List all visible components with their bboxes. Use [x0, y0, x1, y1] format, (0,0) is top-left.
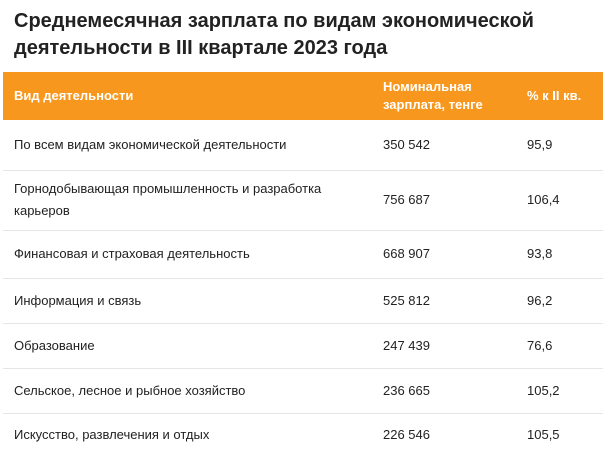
- table-cell: 106,4: [516, 170, 603, 231]
- table-cell: 96,2: [516, 278, 603, 324]
- header-row: Вид деятельности Номинальная зарплата, те…: [3, 72, 603, 120]
- table-cell: Искусство, развлечения и отдых: [3, 413, 372, 453]
- header-cell: Номинальная зарплата, тенге: [372, 72, 516, 120]
- table-cell: 247 439: [372, 323, 516, 369]
- table-header: Вид деятельности Номинальная зарплата, те…: [3, 72, 603, 120]
- table-row: Финансовая и страховая деятельность 668 9…: [3, 230, 603, 279]
- table-cell: 350 542: [372, 120, 516, 171]
- table-cell: 236 665: [372, 368, 516, 414]
- table-cell: 95,9: [516, 120, 603, 171]
- header-cell: Вид деятельности: [3, 72, 372, 120]
- table-cell: 105,2: [516, 368, 603, 414]
- table-body: По всем видам экономической деятельности…: [3, 120, 603, 453]
- table-cell: 525 812: [372, 278, 516, 324]
- table-cell: 756 687: [372, 170, 516, 231]
- table-cell: Финансовая и страховая деятельность: [3, 230, 372, 279]
- table-cell: По всем видам экономической деятельности: [3, 120, 372, 171]
- table-row: По всем видам экономической деятельности…: [3, 120, 603, 171]
- table-cell: 105,5: [516, 413, 603, 453]
- table-cell: 668 907: [372, 230, 516, 279]
- table-cell: 93,8: [516, 230, 603, 279]
- table-cell: Горнодобывающая промышленность и разрабо…: [3, 170, 372, 231]
- salary-table: Вид деятельности Номинальная зарплата, те…: [3, 72, 603, 453]
- table-cell: 76,6: [516, 323, 603, 369]
- table-row: Сельское, лесное и рыбное хозяйство 236 6…: [3, 368, 603, 414]
- table-cell: Информация и связь: [3, 278, 372, 324]
- table-row: Горнодобывающая промышленность и разрабо…: [3, 170, 603, 231]
- title: Среднемесячная зарплата по видам экономи…: [14, 10, 534, 59]
- table-row: Образование 247 439 76,6: [3, 323, 603, 369]
- table-cell: Образование: [3, 323, 372, 369]
- table-row: Информация и связь 525 812 96,2: [3, 278, 603, 324]
- table-cell: 226 546: [372, 413, 516, 453]
- header-cell: % к II кв.: [516, 72, 603, 120]
- table-cell: Сельское, лесное и рыбное хозяйство: [3, 368, 372, 414]
- table-row: Искусство, развлечения и отдых 226 546 105…: [3, 413, 603, 453]
